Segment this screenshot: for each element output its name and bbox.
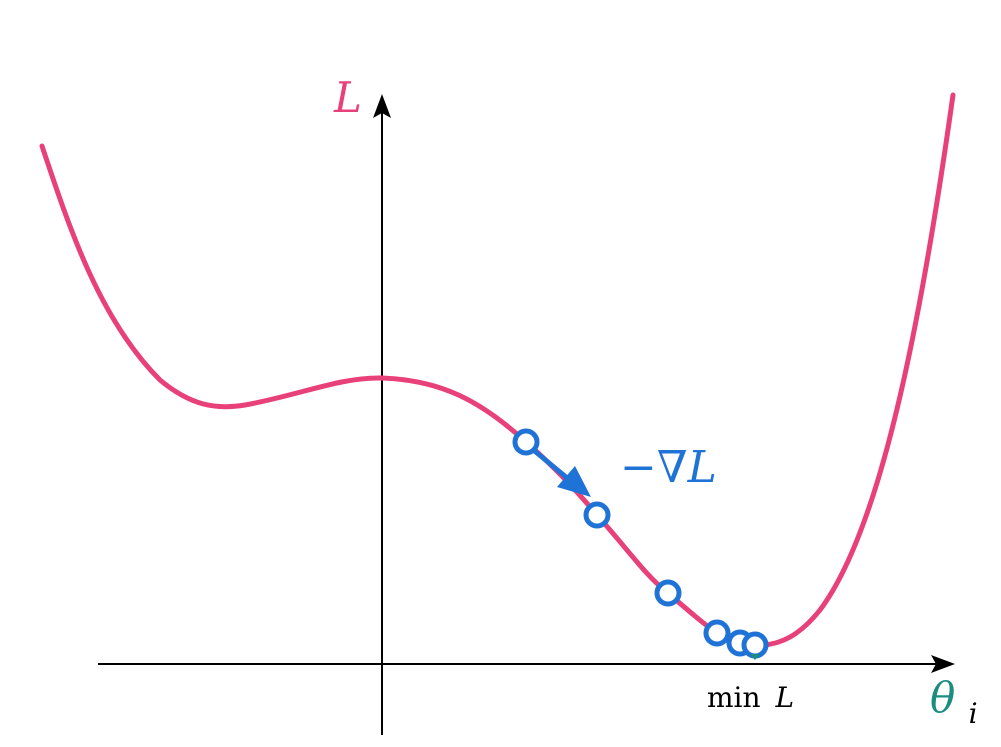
minimum-label-prefix: min — [707, 681, 761, 714]
x-axis-arrowhead — [931, 655, 955, 673]
x-axis-label-main: θ — [930, 673, 955, 722]
minimum-marker — [750, 654, 760, 660]
loss-curve — [39, 92, 956, 648]
gradient-label: −∇L — [620, 442, 717, 493]
step-3 — [654, 579, 682, 607]
gradient-arrow-head — [557, 466, 591, 497]
minimum-label: min L — [707, 681, 794, 714]
y-axis-label: L — [333, 73, 362, 122]
optimization-steps — [512, 428, 769, 659]
x-axis-label: θ i — [930, 673, 978, 730]
minimum-label-var: L — [775, 681, 795, 714]
gradient-arrow-shaft — [528, 445, 575, 485]
y-axis-arrowhead — [373, 94, 391, 118]
step-2 — [583, 501, 611, 529]
step-4 — [703, 619, 731, 647]
step-1 — [512, 428, 540, 456]
step-6 — [741, 631, 769, 659]
x-axis-label-subscript: i — [969, 697, 978, 730]
